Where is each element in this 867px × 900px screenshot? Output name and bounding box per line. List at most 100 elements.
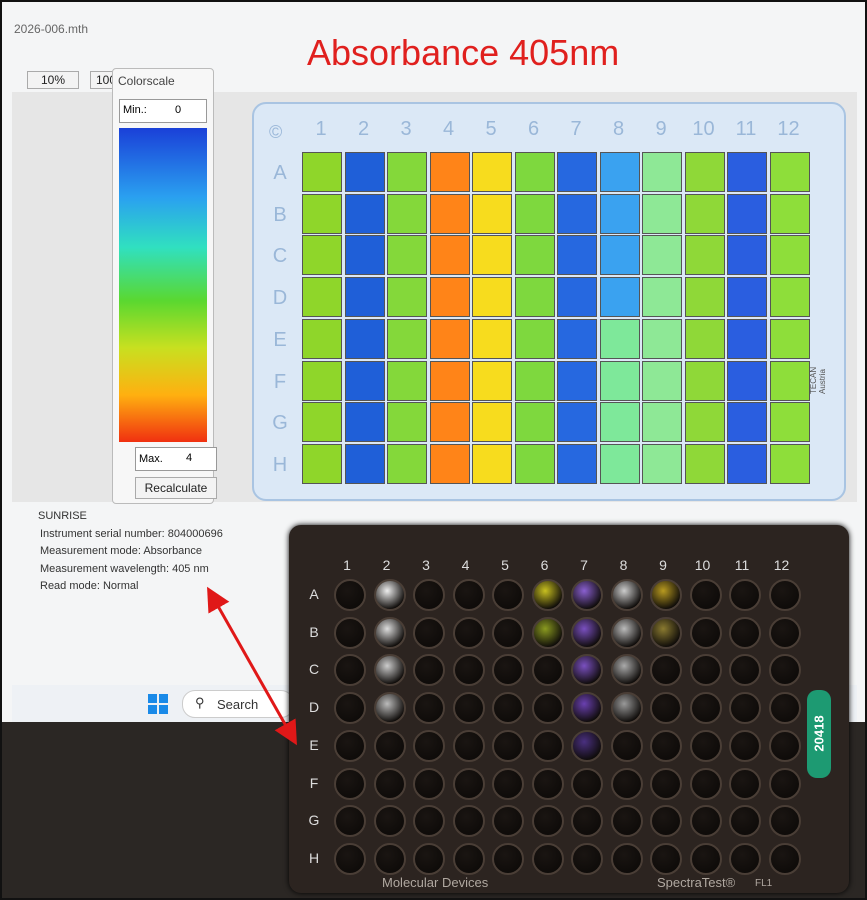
plate-well bbox=[334, 654, 366, 687]
plate-well bbox=[571, 692, 603, 725]
plate-well bbox=[571, 729, 603, 762]
max-field[interactable]: Max. 4 bbox=[135, 447, 217, 471]
plate-well bbox=[729, 842, 761, 875]
plate-well bbox=[650, 616, 682, 649]
plate-well bbox=[768, 729, 801, 762]
well bbox=[387, 402, 427, 443]
plate-well bbox=[768, 654, 801, 687]
well bbox=[684, 193, 725, 234]
plate-well bbox=[729, 767, 761, 800]
plate-well bbox=[650, 767, 682, 800]
well bbox=[472, 360, 512, 401]
plate-well bbox=[373, 579, 406, 611]
min-value[interactable]: 0 bbox=[175, 104, 182, 116]
plate-well bbox=[492, 579, 524, 611]
column-label: 8 bbox=[612, 118, 625, 140]
plate-well bbox=[531, 616, 564, 649]
plate-well bbox=[650, 654, 682, 687]
well bbox=[727, 193, 767, 234]
plate-column-label: 8 bbox=[619, 557, 628, 573]
well bbox=[557, 402, 597, 443]
plate-well bbox=[452, 767, 485, 800]
well bbox=[514, 235, 555, 276]
plate-view: © TECAN Austria 1 2 3 4 5 6 7 8 9 10 11 12 A B C D E F G H bbox=[252, 102, 846, 501]
well bbox=[514, 193, 555, 234]
well bbox=[769, 402, 810, 443]
well bbox=[514, 277, 555, 318]
well bbox=[557, 193, 597, 234]
plate-row-label: H bbox=[308, 849, 320, 866]
plate-well bbox=[452, 729, 485, 762]
plate-well bbox=[610, 842, 643, 875]
well bbox=[302, 152, 342, 192]
plate-well bbox=[334, 579, 366, 611]
product: SpectraTest® bbox=[657, 875, 736, 890]
well bbox=[472, 277, 512, 318]
plate-row-label: C bbox=[308, 661, 320, 678]
plate-well bbox=[531, 767, 564, 800]
plate-corner: © bbox=[269, 122, 283, 142]
max-value[interactable]: 4 bbox=[186, 452, 193, 464]
plate-well bbox=[492, 692, 524, 725]
zoom-button[interactable]: 10% bbox=[27, 71, 79, 89]
column-label: 7 bbox=[570, 118, 582, 140]
well bbox=[344, 402, 385, 443]
physical-plate: 20418 Molecular Devices SpectraTest® FL1… bbox=[289, 525, 849, 893]
plate-well bbox=[373, 805, 406, 838]
plate-column-label: 1 bbox=[343, 557, 351, 573]
well bbox=[727, 318, 767, 359]
column-label: 9 bbox=[655, 118, 667, 140]
plate-well bbox=[610, 767, 643, 800]
well bbox=[344, 152, 385, 192]
well bbox=[599, 193, 640, 234]
plate-well bbox=[571, 842, 603, 875]
plate-well bbox=[413, 654, 445, 687]
well bbox=[472, 193, 512, 234]
well bbox=[769, 152, 810, 192]
well bbox=[302, 402, 342, 443]
plate-well bbox=[413, 729, 445, 762]
well bbox=[344, 443, 385, 484]
row-label: H bbox=[272, 453, 288, 476]
plate-well bbox=[729, 692, 761, 725]
well bbox=[769, 235, 810, 276]
well bbox=[599, 152, 640, 192]
well bbox=[769, 443, 810, 484]
plate-well bbox=[452, 842, 485, 875]
plate-well bbox=[571, 805, 603, 838]
row-label: F bbox=[273, 370, 287, 393]
column-label: 5 bbox=[485, 118, 497, 140]
well bbox=[727, 235, 767, 276]
recalculate-button[interactable]: Recalculate bbox=[135, 477, 217, 499]
plate-well bbox=[571, 616, 603, 649]
plate-well bbox=[768, 692, 801, 725]
plate-well bbox=[689, 729, 722, 762]
well bbox=[599, 443, 640, 484]
plate-column-label: 6 bbox=[540, 557, 549, 573]
plate-column-label: 12 bbox=[773, 557, 790, 573]
well bbox=[429, 443, 470, 484]
well bbox=[769, 277, 810, 318]
plate-well bbox=[689, 805, 722, 838]
plate-column-label: 3 bbox=[422, 557, 430, 573]
plate-well bbox=[413, 579, 445, 611]
well bbox=[769, 360, 810, 401]
plate-well bbox=[531, 729, 564, 762]
well bbox=[642, 235, 682, 276]
plate-well bbox=[689, 616, 722, 649]
well bbox=[514, 360, 555, 401]
plate-column-label: 4 bbox=[461, 557, 470, 573]
plate-well bbox=[571, 767, 603, 800]
well bbox=[727, 402, 767, 443]
min-field[interactable]: Min.: 0 bbox=[119, 99, 207, 123]
well bbox=[642, 318, 682, 359]
well bbox=[472, 402, 512, 443]
plate-well bbox=[334, 805, 366, 838]
well bbox=[684, 443, 725, 484]
well bbox=[429, 193, 470, 234]
well bbox=[727, 360, 767, 401]
row-label: C bbox=[272, 245, 288, 268]
plate-well bbox=[729, 616, 761, 649]
info-line: Measurement mode: Absorbance bbox=[40, 545, 203, 557]
